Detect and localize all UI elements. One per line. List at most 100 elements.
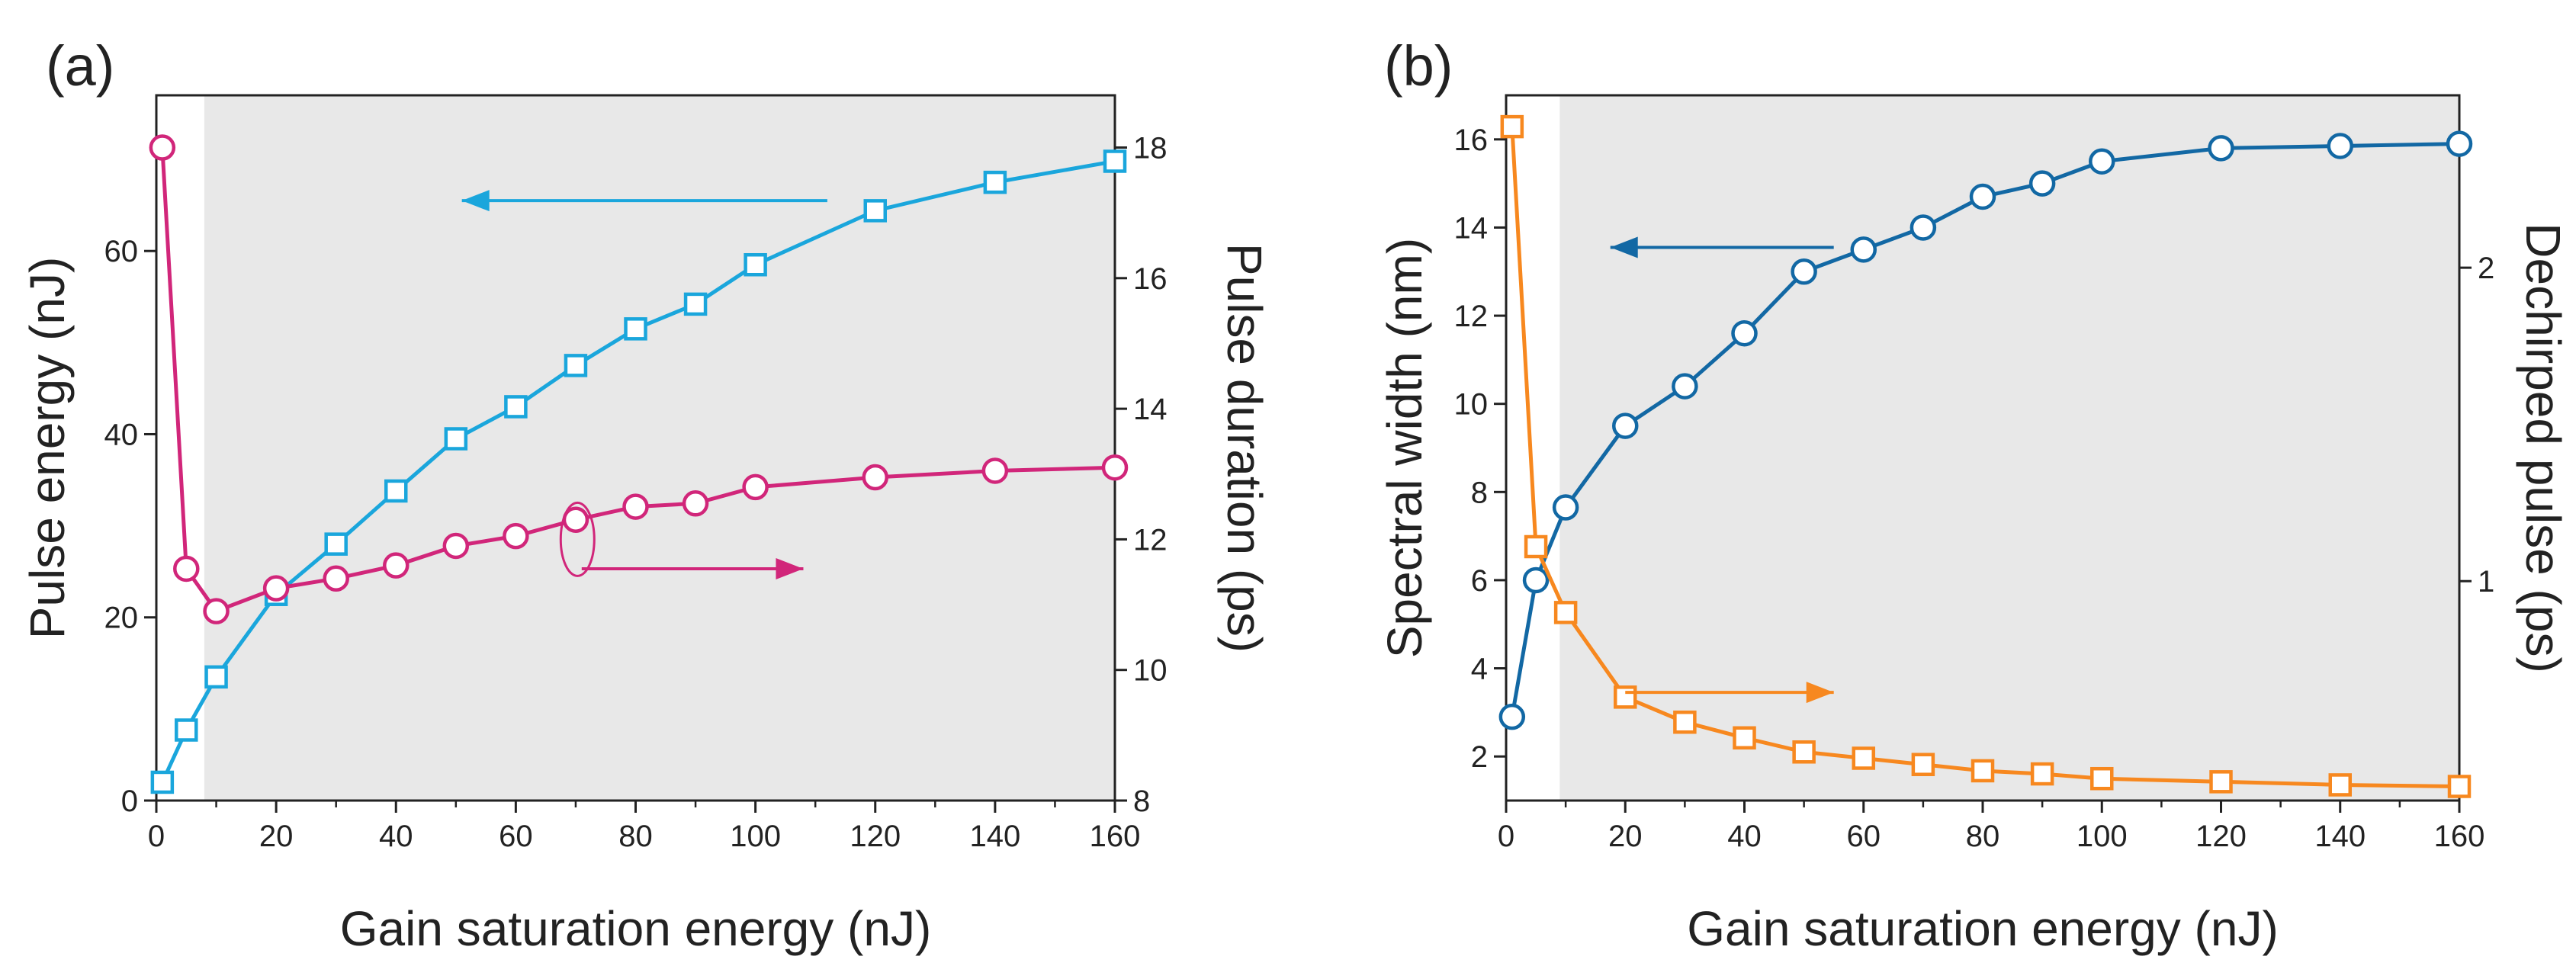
y-right-tick-label: 14 bbox=[1133, 393, 1168, 426]
data-point bbox=[624, 317, 647, 341]
y-left-tick-label: 14 bbox=[1454, 211, 1489, 245]
data-point bbox=[1852, 746, 1875, 770]
y-left-tick-label: 20 bbox=[104, 602, 139, 635]
y-left-axis-label: Spectral width (nm) bbox=[1377, 238, 1432, 658]
x-tick-label: 80 bbox=[1966, 820, 2000, 853]
data-point bbox=[742, 473, 769, 501]
x-tick-label: 80 bbox=[618, 820, 653, 853]
data-point bbox=[203, 598, 230, 624]
y-right-axis-label: Dechirped pulse (ps) bbox=[2516, 223, 2571, 673]
y-left-tick-label: 60 bbox=[104, 235, 139, 268]
data-point bbox=[683, 292, 708, 316]
y-left-tick-label: 0 bbox=[121, 785, 138, 818]
pulse-energy-arrow-head bbox=[461, 190, 490, 212]
series-spectral-width bbox=[1498, 130, 2473, 730]
x-tick-label: 120 bbox=[2195, 820, 2247, 853]
data-point bbox=[2090, 766, 2114, 791]
data-point bbox=[1672, 373, 1698, 400]
y-right-axis-label: Pulse duration (ps) bbox=[1217, 243, 1272, 653]
data-point bbox=[1733, 726, 1756, 750]
data-point bbox=[323, 565, 349, 592]
data-point bbox=[1498, 703, 1526, 730]
data-point bbox=[2328, 773, 2352, 797]
y-right-tick-label: 12 bbox=[1133, 523, 1168, 557]
data-point bbox=[1614, 685, 1637, 709]
data-point bbox=[324, 532, 348, 556]
y-left-tick-label: 6 bbox=[1471, 564, 1488, 598]
data-point bbox=[1791, 258, 1817, 285]
y-left-tick-label: 2 bbox=[1471, 740, 1488, 774]
data-point bbox=[2327, 133, 2353, 159]
x-tick-label: 0 bbox=[1498, 820, 1514, 853]
data-point bbox=[1552, 494, 1579, 521]
data-point bbox=[442, 532, 470, 560]
data-point bbox=[204, 665, 228, 689]
data-point bbox=[622, 493, 649, 520]
data-point bbox=[983, 170, 1007, 194]
panel-label: (a) bbox=[46, 34, 114, 98]
data-point bbox=[1103, 149, 1127, 173]
y-right-tick-label: 1 bbox=[2478, 565, 2494, 599]
x-tick-label: 120 bbox=[850, 820, 901, 853]
data-point bbox=[1553, 601, 1578, 624]
data-point bbox=[1524, 534, 1548, 559]
x-tick-label: 40 bbox=[1727, 820, 1762, 853]
data-point bbox=[175, 718, 198, 742]
y-left-tick-label: 12 bbox=[1454, 300, 1489, 333]
panel-label: (b) bbox=[1384, 34, 1453, 98]
x-tick-label: 100 bbox=[2077, 820, 2128, 853]
x-tick-label: 40 bbox=[379, 820, 413, 853]
data-point bbox=[2089, 148, 2115, 175]
x-axis-label: Gain saturation energy (nJ) bbox=[340, 901, 932, 956]
x-tick-label: 20 bbox=[1608, 820, 1643, 853]
spectral-width-arrow-head bbox=[1610, 236, 1638, 258]
data-point bbox=[504, 395, 528, 419]
y-left-tick-label: 16 bbox=[1454, 124, 1489, 157]
data-point bbox=[1911, 753, 1935, 776]
data-point bbox=[564, 354, 588, 377]
data-point bbox=[1522, 566, 1550, 594]
y-left-tick-label: 40 bbox=[104, 418, 139, 451]
y-left-tick-label: 8 bbox=[1471, 476, 1488, 509]
y-right-tick-label: 8 bbox=[1133, 785, 1150, 818]
data-point bbox=[1731, 319, 1758, 347]
data-point bbox=[2208, 135, 2234, 162]
x-tick-label: 160 bbox=[2434, 820, 2485, 853]
data-point bbox=[1673, 710, 1697, 734]
data-point bbox=[173, 555, 200, 582]
data-point bbox=[1500, 114, 1524, 139]
shaded-region bbox=[204, 95, 1116, 801]
data-point bbox=[2209, 770, 2233, 794]
data-point bbox=[863, 199, 887, 223]
data-point bbox=[149, 134, 176, 161]
pulse-duration-ellipse bbox=[559, 501, 596, 577]
data-point bbox=[444, 427, 468, 451]
data-point bbox=[981, 457, 1009, 484]
data-point bbox=[1792, 740, 1816, 764]
y-left-tick-label: 10 bbox=[1454, 388, 1489, 422]
data-point bbox=[262, 575, 290, 602]
data-point bbox=[682, 490, 709, 517]
data-point bbox=[1971, 759, 1995, 783]
data-point bbox=[1910, 214, 1937, 241]
y-right-tick-label: 10 bbox=[1133, 654, 1168, 688]
data-point bbox=[2446, 130, 2473, 157]
data-point bbox=[1612, 412, 1639, 439]
data-point bbox=[384, 479, 408, 503]
x-axis-label: Gain saturation energy (nJ) bbox=[1687, 901, 2279, 956]
data-point bbox=[2030, 762, 2054, 786]
y-right-tick-label: 16 bbox=[1133, 262, 1168, 296]
data-point bbox=[1969, 183, 1996, 210]
x-tick-label: 60 bbox=[499, 820, 533, 853]
data-point bbox=[150, 770, 175, 794]
series-pulse-duration bbox=[149, 134, 1129, 624]
x-tick-label: 140 bbox=[2314, 820, 2366, 853]
data-point bbox=[2447, 775, 2472, 798]
series-dechirped-pulse bbox=[1500, 114, 2472, 798]
data-point bbox=[1850, 236, 1877, 263]
dechirped-pulse-arrow-head bbox=[1806, 682, 1834, 704]
y-right-tick-label: 2 bbox=[2478, 252, 2494, 285]
panel-b: 0 20 40 60 80 100 120 140 16024681012141612(b)Ga… bbox=[1377, 34, 2571, 956]
